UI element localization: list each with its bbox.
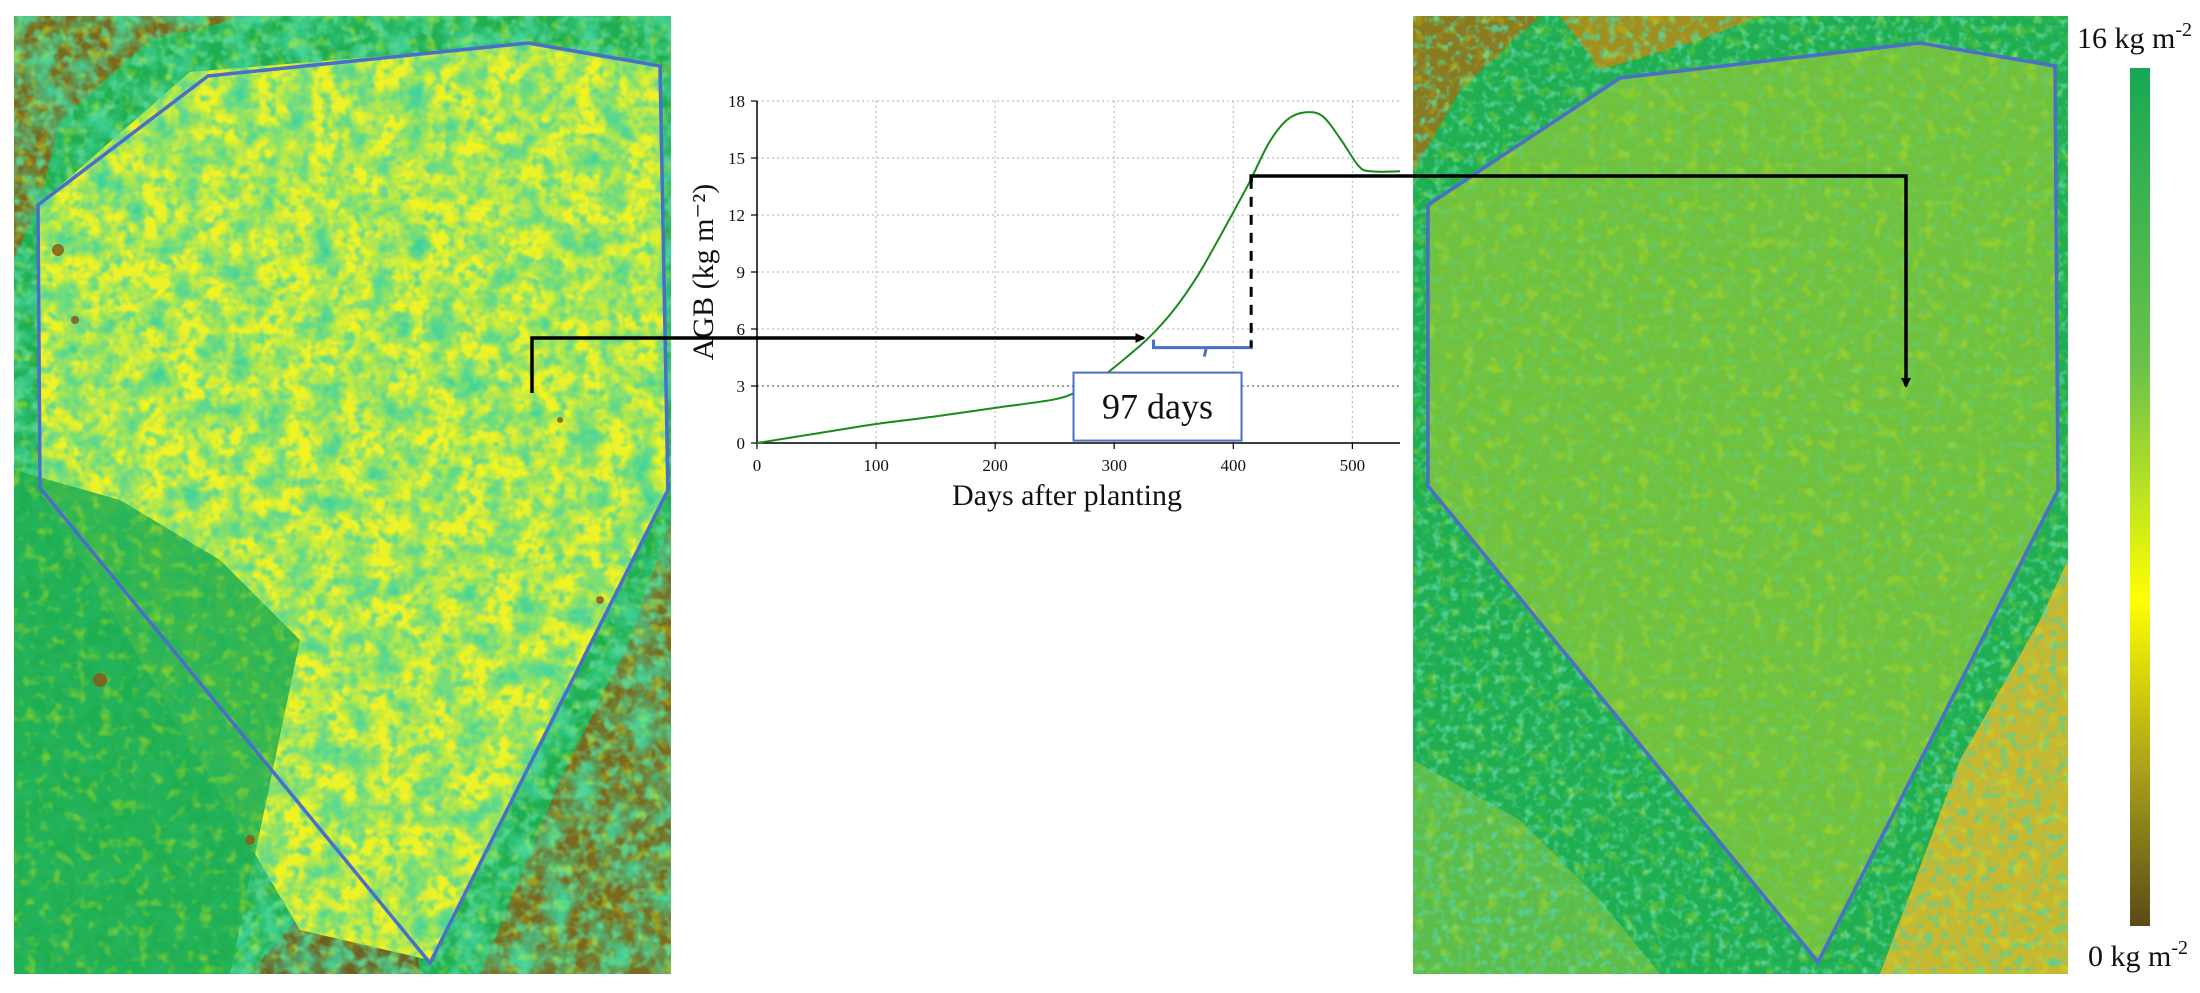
arrow-chart-to-right-map — [1249, 174, 1911, 388]
x-tick-label: 100 — [863, 456, 889, 475]
y-tick-label: 9 — [737, 263, 746, 282]
y-tick-label: 18 — [728, 92, 745, 111]
y-tick-label: 6 — [737, 320, 746, 339]
x-tick-label: 400 — [1221, 456, 1247, 475]
arrow-left-map-to-chart — [530, 333, 1146, 393]
y-axis-label: AGB (kg m⁻²) — [687, 184, 720, 360]
x-ticks: 0 100 200 300 400 500 — [753, 443, 1365, 475]
field-boundary-right — [1426, 41, 2060, 966]
chart-grid — [757, 100, 1400, 443]
x-axis-label: Days after planting — [952, 479, 1182, 512]
y-tick-label: 0 — [737, 434, 746, 453]
x-tick-label: 0 — [753, 456, 762, 475]
x-tick-label: 300 — [1101, 456, 1127, 475]
agb-map-after — [1413, 16, 2068, 974]
interval-label-box — [1072, 371, 1243, 442]
colorbar-max-label: 16 kg m-2 — [2077, 19, 2192, 55]
y-tick-label: 3 — [737, 377, 746, 396]
y-tick-label: 12 — [728, 206, 745, 225]
agb-growth-line — [756, 111, 1401, 444]
interval-label: 97 days — [1102, 387, 1213, 427]
field-boundary-left — [36, 41, 670, 967]
agb-map-before — [14, 16, 671, 974]
colorbar-min-label: 0 kg m-2 — [2088, 937, 2188, 973]
x-tick-label: 200 — [982, 456, 1008, 475]
y-ticks: 0 3 6 9 12 15 18 — [728, 92, 757, 453]
colorbar — [2130, 68, 2150, 926]
y-tick-label: 15 — [728, 149, 745, 168]
x-tick-label: 500 — [1340, 456, 1366, 475]
interval-bracket — [1152, 339, 1253, 357]
agb-growth-chart: 0 100 200 300 400 500 0 3 6 9 12 15 18 Days after p… — [687, 92, 1401, 512]
